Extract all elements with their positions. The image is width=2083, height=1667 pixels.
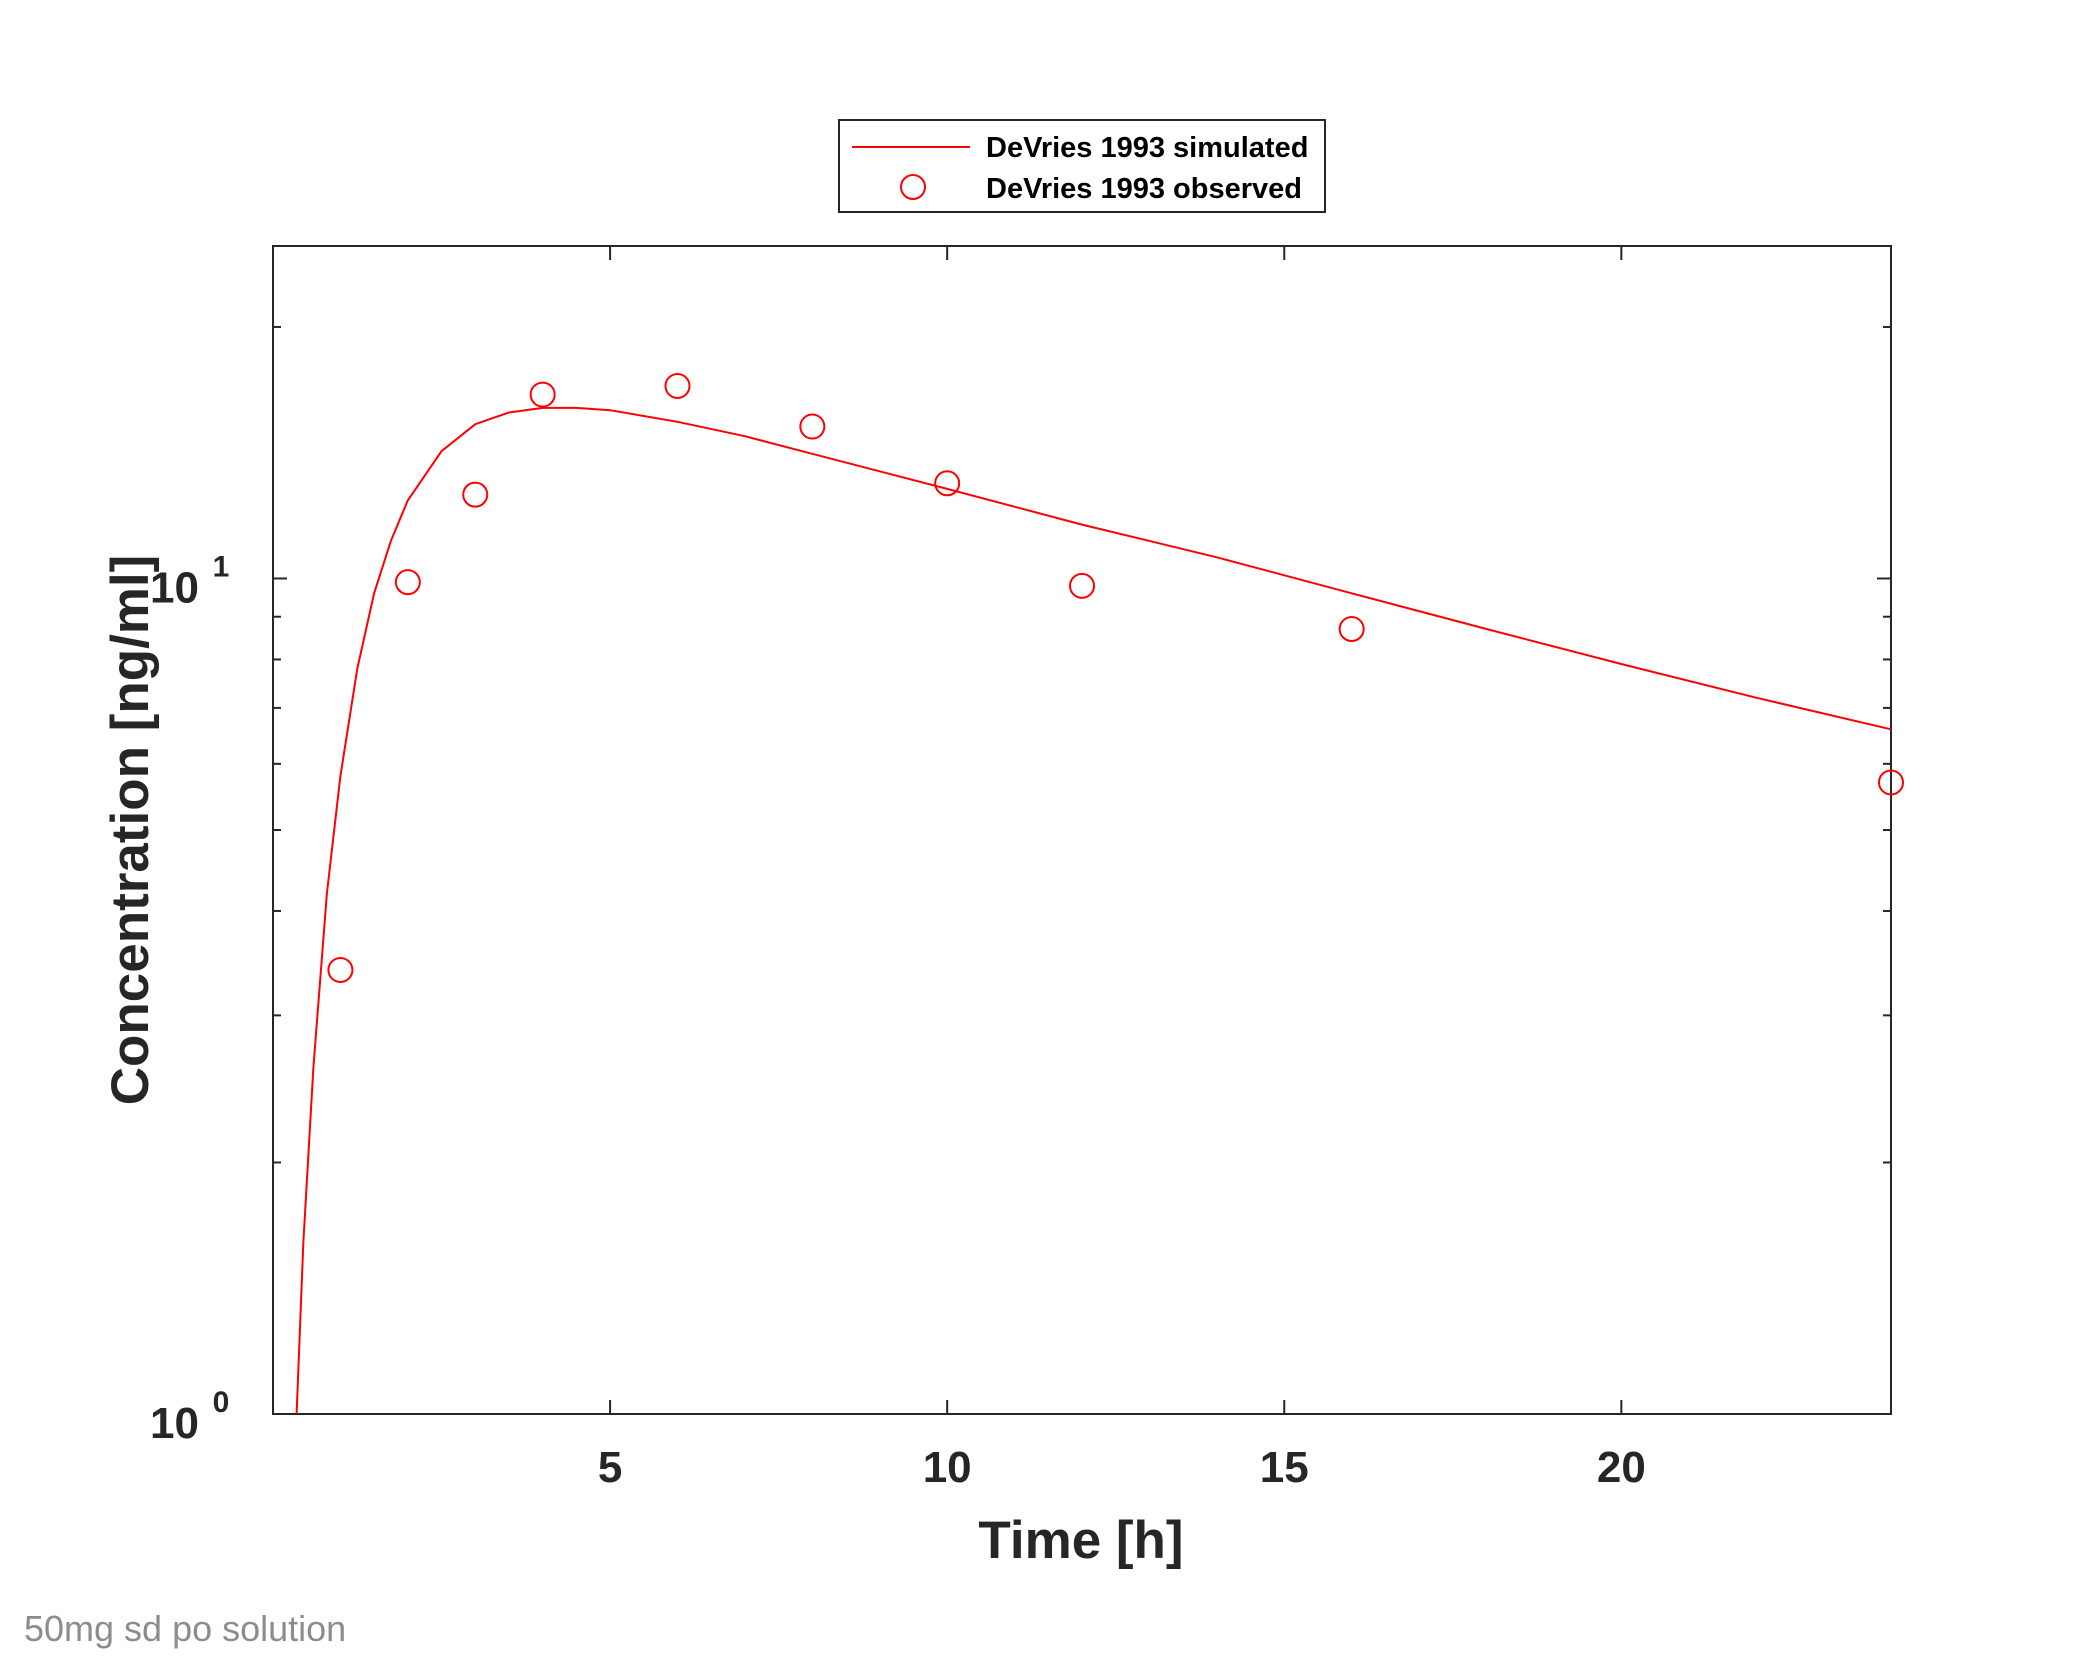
series-line-simulated (295, 406, 1892, 1415)
x-axis-title: Time [h] (978, 1511, 1183, 1570)
series-layer (295, 372, 1904, 1415)
data-point-observed (1338, 616, 1365, 643)
y-axis-title: Concentration [ng/ml] (101, 555, 160, 1106)
x-tick-label: 5 (598, 1443, 622, 1492)
data-point-observed (1878, 769, 1904, 796)
plot-frame (272, 245, 1892, 1415)
figure-caption: 50mg sd po solution (24, 1608, 347, 1649)
legend-marker-swatch (900, 174, 926, 200)
data-point-observed (934, 470, 961, 497)
data-point-observed (1069, 572, 1095, 599)
legend-label-observed: DeVries 1993 observed (986, 173, 1302, 205)
legend: DeVries 1993 simulated DeVries 1993 obse… (838, 119, 1326, 213)
plot-area: 5 10 15 20 10 0 10 1 (150, 245, 1904, 1492)
tick-marks (273, 246, 1891, 1415)
data-point-observed (799, 413, 826, 440)
y-tick-label: 10 (150, 1399, 199, 1448)
y-tick-label: 10 (150, 563, 199, 612)
data-point-observed (664, 372, 691, 399)
x-tick-label: 15 (1260, 1443, 1309, 1492)
x-tick-label: 10 (923, 1443, 972, 1492)
y-tick-label-exponent: 1 (213, 550, 230, 583)
x-tick-label: 20 (1597, 1443, 1646, 1492)
data-point-observed (529, 381, 556, 408)
data-point-observed (394, 569, 421, 596)
data-point-observed (327, 956, 354, 983)
legend-label-simulated: DeVries 1993 simulated (986, 132, 1308, 164)
y-tick-label-exponent: 0 (213, 1386, 230, 1419)
y-tick-labels: 10 0 10 1 (150, 550, 229, 1448)
x-tick-labels: 5 10 15 20 (598, 1443, 1646, 1492)
data-point-observed (462, 481, 489, 508)
